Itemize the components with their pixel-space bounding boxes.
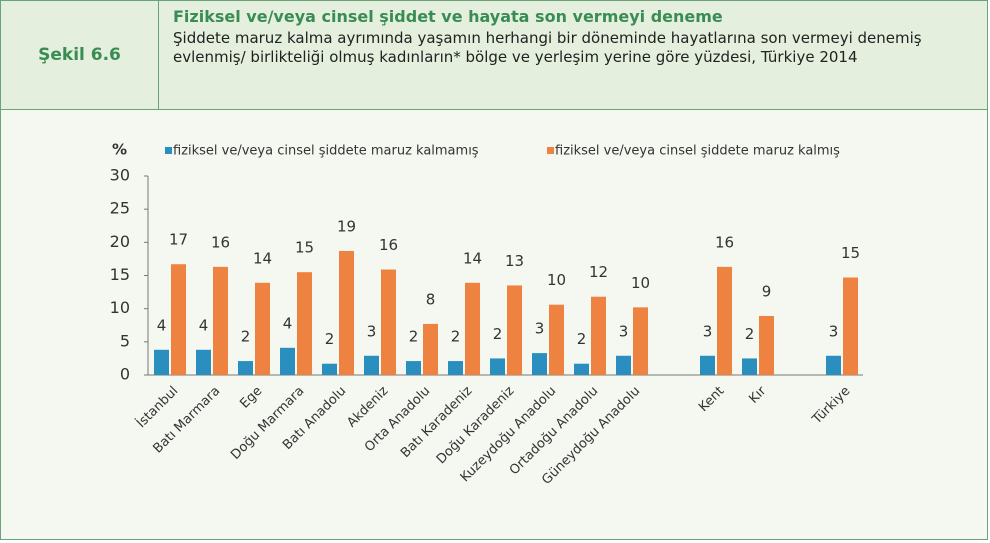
bar [364,355,379,375]
y-tick-label: 10 [110,298,130,317]
bar [742,358,757,375]
bar [213,266,228,375]
bar [826,355,841,375]
bar [154,349,169,375]
value-label: 2 [325,330,335,348]
value-label: 3 [535,320,545,338]
bar [717,266,732,375]
value-label: 16 [211,233,230,251]
x-tick-label: Ege [237,384,265,412]
bar [423,323,438,375]
value-label: 9 [762,282,772,300]
bar [591,296,606,375]
value-label: 12 [589,263,608,281]
bar [238,361,253,375]
value-label: 2 [241,328,251,346]
legend-swatch [547,147,554,154]
bar [171,264,186,375]
value-label: 13 [505,252,524,270]
value-label: 4 [283,314,293,332]
value-label: 15 [841,244,860,262]
x-tick-label: Doğu Karadeniz [434,384,518,468]
value-label: 2 [451,328,461,346]
value-label: 3 [619,322,629,340]
legend-label: fiziksel ve/veya cinsel şiddete maruz ka… [555,144,840,159]
value-label: 14 [463,249,482,267]
value-label: 10 [547,271,566,289]
title: Fiziksel ve/veya cinsel şiddet ve hayata… [173,7,723,26]
x-tick-label: Batı Karadeniz [398,384,475,461]
x-tick-label: Doğu Marmara [228,384,307,463]
value-label: 8 [426,290,436,308]
value-label: 3 [703,322,713,340]
value-label: 4 [199,316,209,334]
chart: % 0 5 10 15 20 25 30 fiziksel ve/veya cinsel şi… [110,141,863,488]
value-label: 16 [715,233,734,251]
value-label: 4 [157,316,167,334]
y-tick-label: 25 [110,199,130,218]
bar [381,269,396,375]
value-label: 19 [337,217,356,235]
bar [759,315,774,375]
value-label: 16 [379,236,398,254]
bar [255,282,270,375]
bar [616,355,631,375]
bar [700,355,715,375]
y-axis-label: % [112,141,127,159]
bar [297,272,312,375]
bar [339,250,354,375]
y-tick-label: 20 [110,232,130,251]
legend-swatch [165,147,172,154]
y-tick-label: 15 [110,265,130,284]
bar [633,307,648,375]
bar [549,304,564,375]
value-label: 3 [829,322,839,340]
bar [843,277,858,375]
value-label: 3 [367,322,377,340]
figure-label: Şekil 6.6 [1,1,159,109]
bar [448,361,463,375]
bar [322,363,337,375]
x-tick-label: Kent [696,384,727,415]
bar [465,282,480,375]
value-label: 2 [577,330,587,348]
bar [196,349,211,375]
bar [490,358,505,375]
x-tick-label: Türkiye [809,384,853,428]
y-tick-label: 5 [120,331,130,350]
value-label: 17 [169,231,188,249]
y-tick-label: 0 [120,365,130,384]
x-tick-label: Kır [746,383,769,406]
value-label: 2 [409,328,419,346]
subtitle: Şiddete maruz kalma ayrımında yaşamın he… [173,29,922,66]
value-label: 2 [745,325,755,343]
value-label: 14 [253,249,272,267]
bar [280,347,295,375]
value-label: 10 [631,274,650,292]
bar [574,363,589,375]
header: Şekil 6.6 Fiziksel ve/veya cinsel şiddet… [1,1,987,110]
bar [406,361,421,375]
value-label: 2 [493,325,503,343]
legend-label: fiziksel ve/veya cinsel şiddete maruz ka… [173,144,479,159]
value-label: 15 [295,239,314,257]
bar [507,285,522,375]
y-tick-label: 30 [110,166,130,185]
bar [532,353,547,375]
